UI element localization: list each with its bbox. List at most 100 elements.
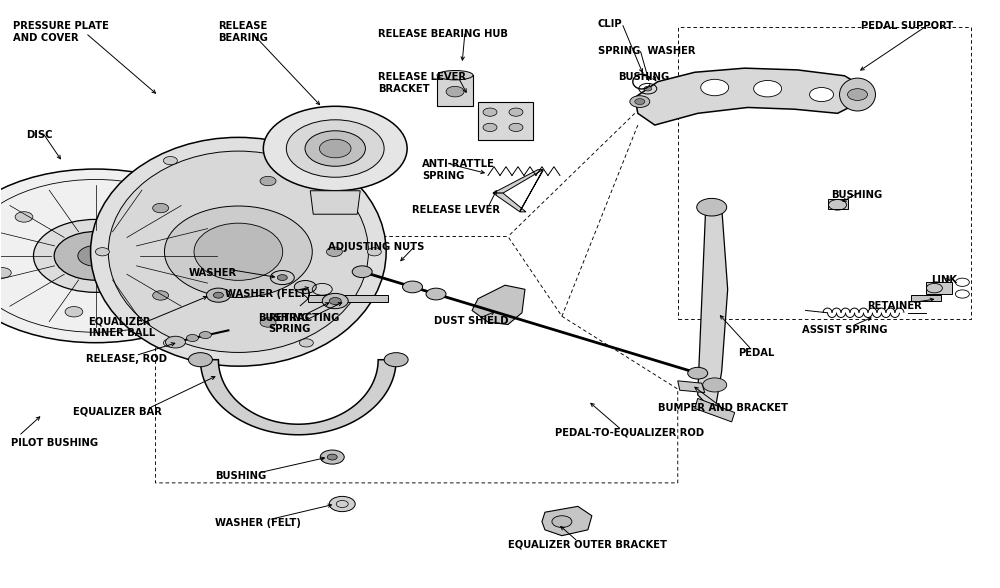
Circle shape <box>329 496 355 512</box>
Text: EQUALIZER OUTER BRACKET: EQUALIZER OUTER BRACKET <box>508 539 667 549</box>
Text: BUSHING: BUSHING <box>215 471 267 481</box>
Circle shape <box>299 339 313 347</box>
Polygon shape <box>478 102 533 141</box>
Circle shape <box>206 288 230 302</box>
Circle shape <box>199 332 211 339</box>
Text: PEDAL: PEDAL <box>738 348 774 358</box>
Circle shape <box>153 203 169 213</box>
Circle shape <box>0 169 243 343</box>
Circle shape <box>54 232 137 280</box>
Text: DISC: DISC <box>26 130 52 140</box>
Circle shape <box>509 123 523 132</box>
Text: WASHER (FELT): WASHER (FELT) <box>225 289 311 299</box>
Text: RELEASE LEVER
BRACKET: RELEASE LEVER BRACKET <box>378 72 466 94</box>
Text: RETAINER: RETAINER <box>867 301 922 311</box>
Polygon shape <box>698 207 728 413</box>
Ellipse shape <box>840 78 875 111</box>
Text: CLIP: CLIP <box>598 19 622 29</box>
Circle shape <box>697 198 727 216</box>
Text: BUMPER AND BRACKET: BUMPER AND BRACKET <box>658 403 788 413</box>
Circle shape <box>188 353 212 367</box>
Text: PEDAL SUPPORT: PEDAL SUPPORT <box>861 21 954 31</box>
Circle shape <box>701 79 729 96</box>
Ellipse shape <box>194 223 283 280</box>
Ellipse shape <box>164 206 312 298</box>
Text: BUSHING: BUSHING <box>618 72 669 82</box>
Circle shape <box>552 516 572 527</box>
Circle shape <box>180 233 198 244</box>
Circle shape <box>95 248 109 256</box>
Text: PRESSURE PLATE
AND COVER: PRESSURE PLATE AND COVER <box>13 21 109 43</box>
Polygon shape <box>472 285 525 325</box>
Circle shape <box>294 280 316 293</box>
Circle shape <box>329 298 341 305</box>
Text: RELEASE, ROD: RELEASE, ROD <box>86 354 167 364</box>
Text: WASHER (FELT): WASHER (FELT) <box>215 518 301 528</box>
Circle shape <box>754 81 782 97</box>
Polygon shape <box>678 381 705 393</box>
Circle shape <box>163 339 177 347</box>
Text: EQUALIZER BAR: EQUALIZER BAR <box>73 407 161 417</box>
Text: ASSIST SPRING: ASSIST SPRING <box>802 325 887 335</box>
Circle shape <box>186 335 198 342</box>
Circle shape <box>260 318 276 327</box>
Ellipse shape <box>437 71 473 80</box>
Polygon shape <box>635 68 861 125</box>
Polygon shape <box>926 282 952 294</box>
Circle shape <box>33 219 158 292</box>
Text: LINK: LINK <box>931 275 957 285</box>
Circle shape <box>327 454 337 460</box>
Circle shape <box>426 288 446 300</box>
Circle shape <box>78 245 113 266</box>
Text: RELEASE LEVER: RELEASE LEVER <box>412 205 500 215</box>
Text: SPRING  WASHER: SPRING WASHER <box>598 46 695 56</box>
Circle shape <box>260 176 276 186</box>
Text: BUSHING: BUSHING <box>258 313 310 323</box>
Circle shape <box>320 450 344 464</box>
Circle shape <box>277 275 287 280</box>
Circle shape <box>326 247 342 256</box>
Circle shape <box>165 336 185 348</box>
Text: BUSHING: BUSHING <box>832 189 883 199</box>
Polygon shape <box>520 170 543 212</box>
Circle shape <box>163 156 177 165</box>
Circle shape <box>703 378 727 392</box>
Ellipse shape <box>108 151 368 352</box>
Circle shape <box>213 292 223 298</box>
Circle shape <box>263 106 407 191</box>
Circle shape <box>403 281 423 293</box>
Polygon shape <box>308 295 388 302</box>
Circle shape <box>810 88 834 102</box>
Circle shape <box>0 268 11 278</box>
Ellipse shape <box>91 138 386 366</box>
Circle shape <box>384 353 408 367</box>
Polygon shape <box>911 295 941 301</box>
Text: EQUALIZER
INNER BALL: EQUALIZER INNER BALL <box>89 316 155 338</box>
Polygon shape <box>310 191 360 214</box>
Circle shape <box>15 212 33 222</box>
Circle shape <box>319 139 351 158</box>
Circle shape <box>509 108 523 116</box>
Circle shape <box>305 131 365 166</box>
Circle shape <box>299 156 313 165</box>
Circle shape <box>158 290 176 300</box>
Circle shape <box>108 195 126 205</box>
Circle shape <box>352 266 372 278</box>
Text: ANTI-RATTLE
SPRING: ANTI-RATTLE SPRING <box>422 159 495 181</box>
Circle shape <box>483 123 497 132</box>
Polygon shape <box>828 199 848 209</box>
Text: RELEASE
BEARING: RELEASE BEARING <box>218 21 268 43</box>
Polygon shape <box>695 399 735 422</box>
Circle shape <box>644 86 652 91</box>
Circle shape <box>367 248 381 256</box>
Circle shape <box>483 108 497 116</box>
Polygon shape <box>542 506 592 536</box>
Text: WASHER: WASHER <box>188 268 237 278</box>
Circle shape <box>848 89 867 101</box>
Circle shape <box>446 86 464 97</box>
Circle shape <box>286 120 384 177</box>
Text: PEDAL-TO-EQUALIZER ROD: PEDAL-TO-EQUALIZER ROD <box>555 427 704 437</box>
Text: DUST SHIELD: DUST SHIELD <box>434 316 509 326</box>
Polygon shape <box>493 170 543 193</box>
Circle shape <box>630 96 650 108</box>
